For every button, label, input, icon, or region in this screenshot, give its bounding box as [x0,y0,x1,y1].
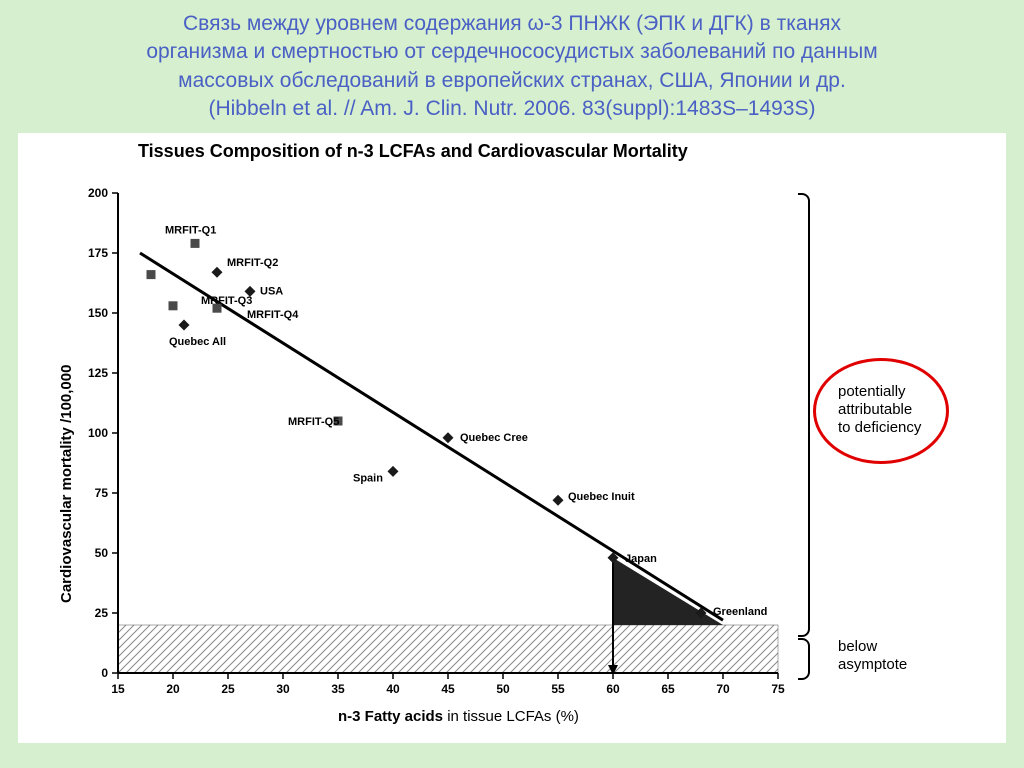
svg-text:0: 0 [101,666,108,680]
svg-text:45: 45 [441,682,455,696]
svg-text:75: 75 [771,682,785,696]
svg-text:75: 75 [95,486,109,500]
title-line-2: организма и смертностью от сердечнососуд… [146,40,877,63]
svg-text:100: 100 [88,426,108,440]
svg-text:55: 55 [551,682,565,696]
slide-title: Связь между уровнем содержания ω-3 ПНЖК … [32,10,992,123]
svg-text:20: 20 [166,682,180,696]
svg-text:60: 60 [606,682,620,696]
annotation-asymptote: belowasymptote [838,638,907,674]
svg-text:125: 125 [88,366,108,380]
svg-text:MRFIT-Q4: MRFIT-Q4 [247,310,299,322]
svg-text:MRFIT-Q2: MRFIT-Q2 [227,258,278,270]
svg-text:Japan: Japan [625,553,657,565]
svg-text:65: 65 [661,682,675,696]
svg-text:15: 15 [111,682,125,696]
svg-text:50: 50 [496,682,510,696]
svg-text:50: 50 [95,546,109,560]
svg-text:MRFIT-Q1: MRFIT-Q1 [165,225,216,237]
svg-text:150: 150 [88,306,108,320]
svg-text:35: 35 [331,682,345,696]
svg-text:30: 30 [276,682,290,696]
svg-text:MRFIT-Q5: MRFIT-Q5 [288,416,339,428]
svg-text:Quebec All: Quebec All [169,336,226,348]
svg-text:Quebec Cree: Quebec Cree [460,432,528,444]
chart-area: Tissues Composition of n-3 LCFAs and Car… [18,133,1006,743]
title-line-4: (Hibbeln et al. // Am. J. Clin. Nutr. 20… [208,97,815,120]
svg-text:70: 70 [716,682,730,696]
svg-text:40: 40 [386,682,400,696]
title-line-1: Связь между уровнем содержания ω-3 ПНЖК … [183,12,841,35]
svg-text:Quebec Inuit: Quebec Inuit [568,492,635,504]
svg-text:MRFIT-Q3: MRFIT-Q3 [201,295,252,307]
svg-text:USA: USA [260,286,283,298]
red-circle-highlight [813,358,949,464]
svg-text:25: 25 [95,606,109,620]
svg-text:Spain: Spain [353,473,383,485]
svg-text:175: 175 [88,246,108,260]
brace-upper [798,193,810,637]
brace-lower [798,638,810,680]
svg-text:25: 25 [221,682,235,696]
svg-text:200: 200 [88,186,108,200]
svg-text:Greenland: Greenland [713,606,767,618]
title-line-3: массовых обследований в европейских стра… [178,69,846,92]
